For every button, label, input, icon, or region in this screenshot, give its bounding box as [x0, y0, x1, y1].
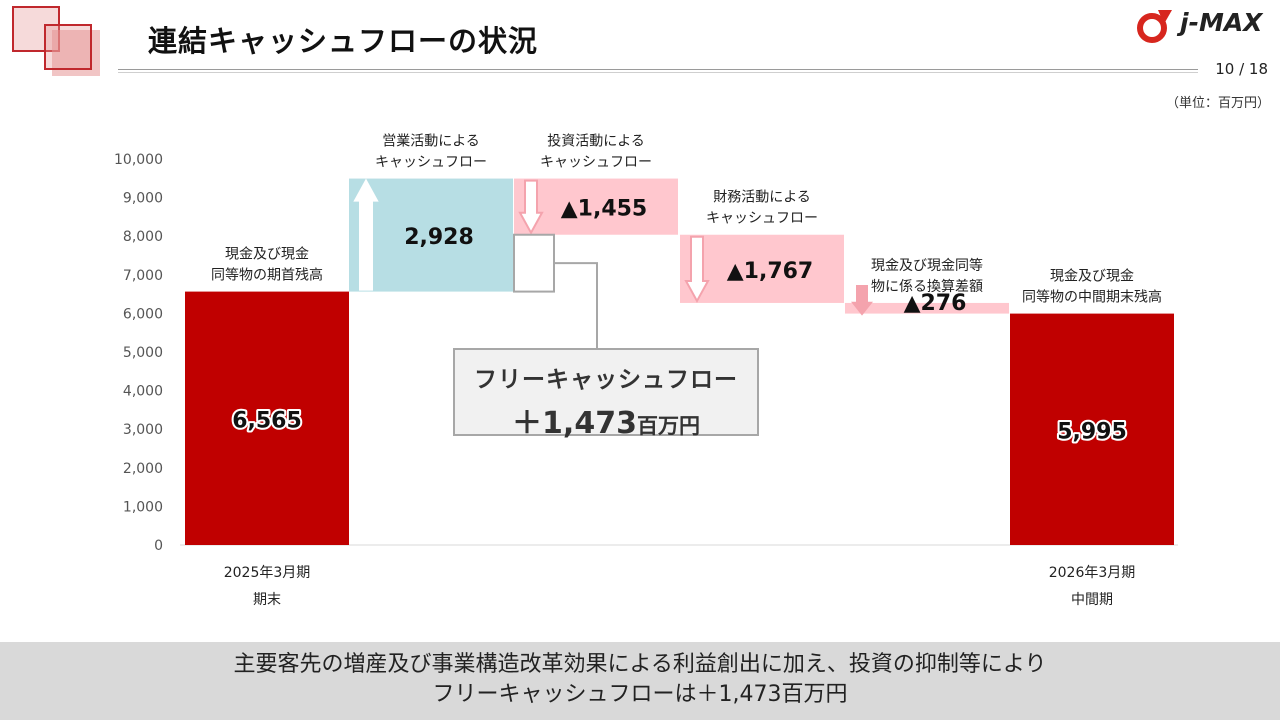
y-tick-label: 6,000: [123, 306, 163, 322]
bar-value-label: ▲1,767: [727, 259, 814, 284]
bar-category-label: キャッシュフロー: [706, 211, 818, 227]
free-cash-flow-unit: 百万円: [636, 414, 700, 438]
company-logo: [1136, 6, 1268, 46]
bar-total: [1010, 313, 1174, 545]
y-tick-label: 8,000: [123, 229, 163, 245]
summary-line-1: 主要客先の増産及び事業構造改革効果による利益創出に加え、投資の抑制等により: [233, 652, 1047, 677]
header-divider: [118, 69, 1198, 73]
bar-category-label: 同等物の中間期末残高: [1022, 289, 1162, 306]
bar-value-label: 2,928: [404, 225, 474, 250]
bar-category-label: 同等物の期首残高: [211, 267, 323, 284]
bar-total: [185, 291, 349, 545]
y-tick-label: 10,000: [114, 152, 163, 168]
decor-square-1: [12, 6, 60, 52]
bar-down: [845, 302, 1009, 314]
bar-down: [680, 234, 844, 303]
bar-category-label: 現金及び現金同等: [871, 257, 983, 274]
free-cash-flow-label: フリーキャッシュフロー: [474, 367, 738, 393]
x-axis-label: 中間期: [1071, 592, 1113, 608]
y-tick-label: 3,000: [123, 422, 163, 438]
waterfall-chart: 0 1,000 2,000 3,000 4,000 5,000 6,000 7,000 8,00…: [114, 134, 1178, 608]
x-axis-label: 2025年3月期: [224, 565, 311, 581]
y-tick-label: 1,000: [123, 499, 163, 515]
free-cash-flow-callout: フリーキャッシュフロー ＋1,473百万円: [453, 348, 759, 441]
free-cash-flow-value: ＋1,473: [512, 406, 637, 441]
y-tick-label: 2,000: [123, 461, 163, 477]
y-tick-label: 0: [154, 538, 163, 554]
arrow-down-icon: [851, 284, 873, 316]
y-tick-label: 9,000: [123, 191, 163, 207]
bar-category-label: キャッシュフロー: [540, 155, 652, 171]
arrow-up-icon: [353, 178, 379, 291]
y-tick-label: 5,000: [123, 345, 163, 361]
bar-category-label: 営業活動による: [382, 134, 480, 150]
logo-text: j-MAX: [1180, 8, 1263, 37]
x-axis-label: 2026年3月期: [1049, 565, 1136, 581]
decor-square-2: [44, 24, 92, 70]
bar-category-label: 現金及び現金: [225, 247, 309, 263]
bar-category-label: キャッシュフロー: [375, 155, 487, 171]
bar-category-label: 現金及び現金: [1050, 269, 1134, 285]
logo-mark-icon: [1137, 10, 1172, 43]
bar-category-label: 投資活動による: [547, 134, 645, 150]
x-axis-label: 期末: [253, 592, 281, 608]
bar-value-label: ▲276: [904, 291, 967, 316]
summary-line-2: フリーキャッシュフローは＋1,473百万円: [432, 682, 848, 707]
free-cash-flow-value-line: ＋1,473百万円: [455, 398, 757, 442]
arrow-down-icon: [518, 179, 544, 235]
page-title: 連結キャッシュフローの状況: [148, 24, 539, 58]
summary-footer: 主要客先の増産及び事業構造改革効果による利益創出に加え、投資の抑制等により フリ…: [0, 642, 1280, 720]
page-number: 10 / 18: [1215, 60, 1268, 78]
bar-value-label: ▲1,455: [561, 197, 648, 222]
y-tick-label: 7,000: [123, 268, 163, 284]
bar-category-label: 財務活動による: [713, 190, 811, 206]
bar-down: [514, 178, 678, 235]
bar-value-label: 6,565: [232, 408, 302, 433]
free-cash-flow-marker: [513, 233, 555, 293]
bar-value-label: 5,995: [1057, 419, 1127, 444]
free-cash-flow-connector: [554, 262, 598, 348]
bar-category-label: 物に係る換算差額: [871, 279, 983, 295]
y-tick-label: 4,000: [123, 384, 163, 400]
unit-label: （単位：百万円）: [1165, 96, 1270, 111]
arrow-down-icon: [684, 235, 710, 304]
